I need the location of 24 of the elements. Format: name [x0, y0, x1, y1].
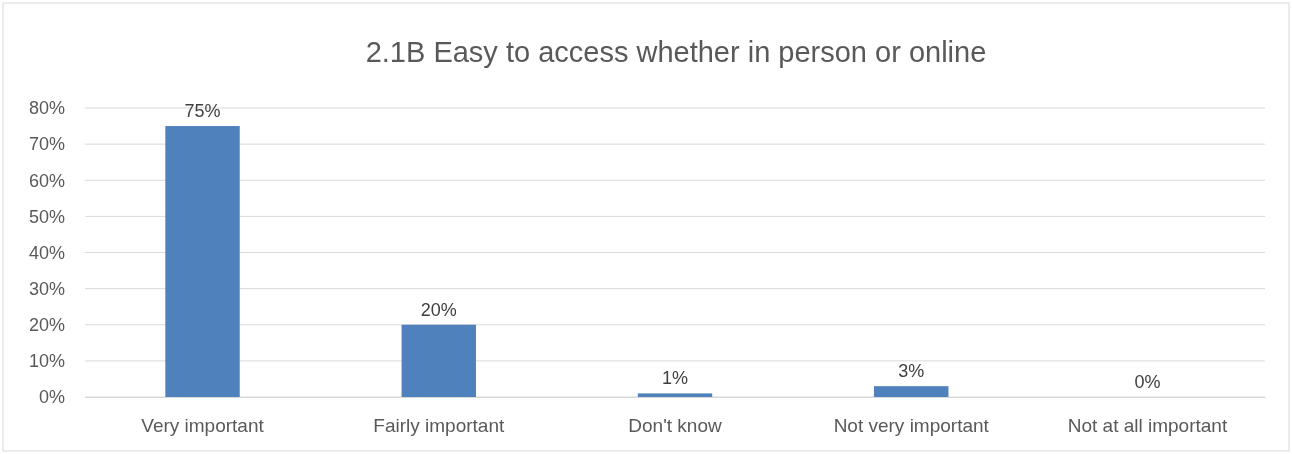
- data-label: 20%: [420, 299, 457, 320]
- data-label: 75%: [184, 101, 221, 122]
- y-tick-label: 30%: [28, 278, 65, 299]
- bar: [165, 126, 240, 397]
- y-tick-label: 0%: [38, 387, 65, 408]
- bar: [401, 324, 476, 397]
- data-label: 3%: [898, 361, 925, 382]
- chart-title: 2.1B Easy to access whether in person or online: [365, 36, 987, 68]
- y-tick-label: 50%: [28, 206, 65, 227]
- bar: [874, 386, 949, 397]
- y-tick-label: 60%: [28, 170, 65, 191]
- y-tick-label: 80%: [28, 98, 65, 119]
- x-tick-label: Not very important: [833, 415, 990, 437]
- y-tick-label: 40%: [28, 242, 65, 263]
- x-tick-label: Very important: [141, 415, 265, 437]
- y-tick-label: 20%: [28, 315, 65, 336]
- y-tick-label: 70%: [28, 134, 65, 155]
- x-tick-label: Fairly important: [373, 415, 505, 437]
- data-label: 1%: [661, 368, 689, 389]
- data-label: 0%: [1134, 372, 1161, 392]
- y-tick-label: 10%: [28, 351, 65, 372]
- x-tick-label: Don't know: [628, 415, 722, 437]
- x-tick-label: Not at all important: [1067, 415, 1228, 437]
- bar: [637, 393, 713, 397]
